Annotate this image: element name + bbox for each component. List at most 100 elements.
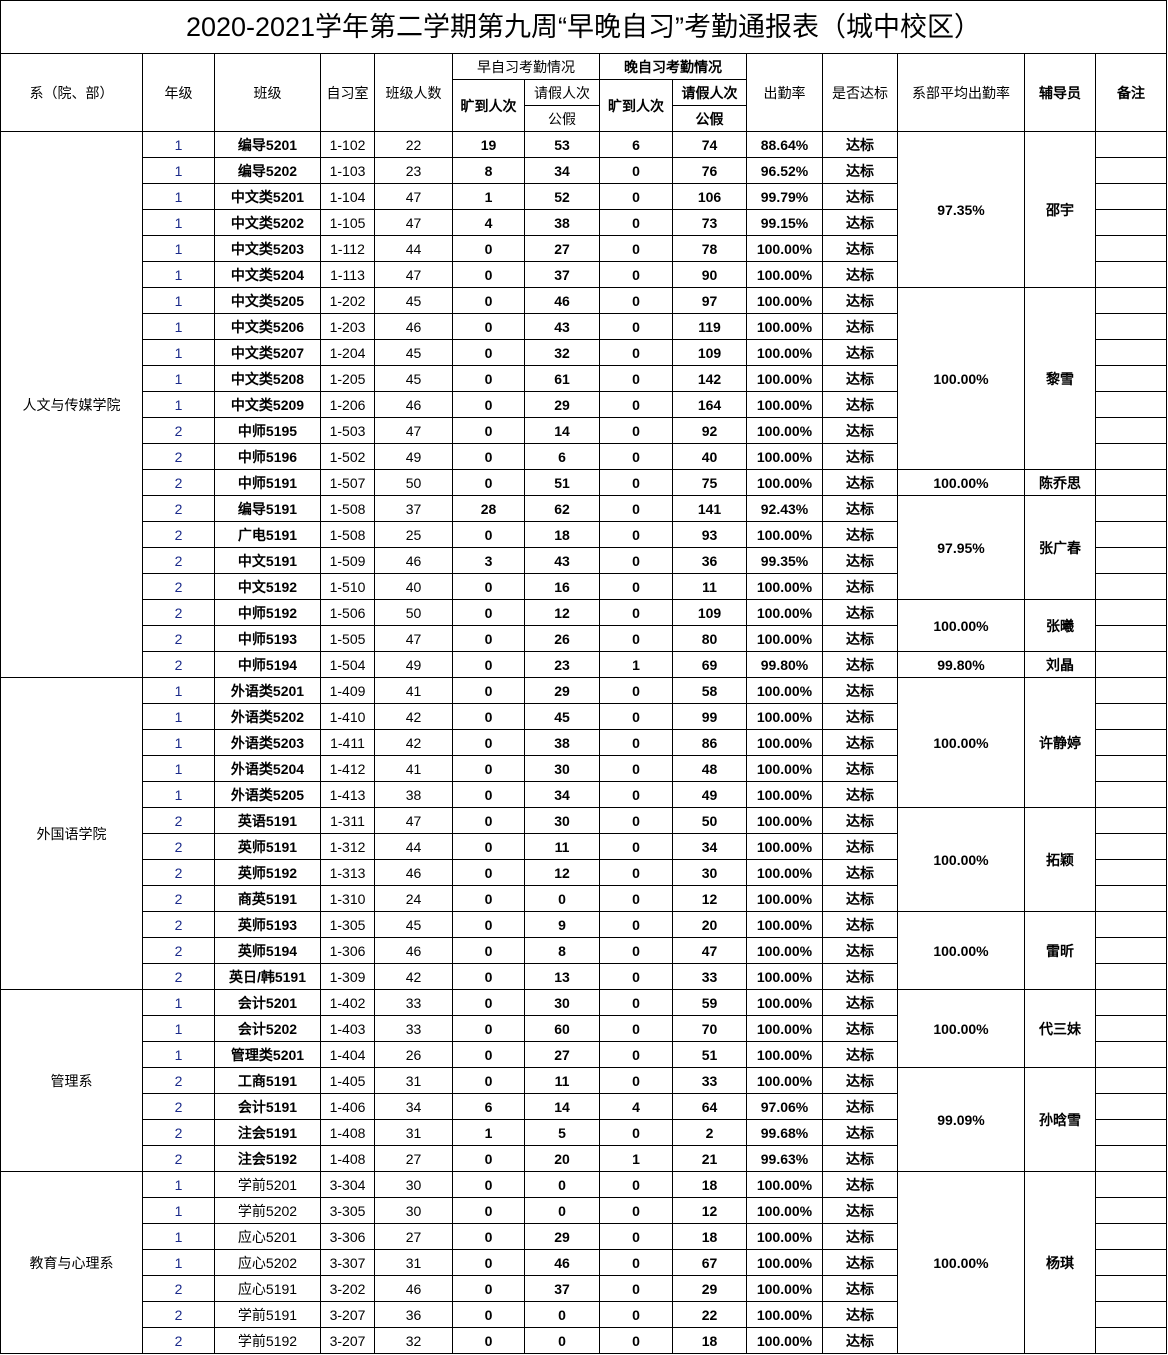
room-cell: 1-510 xyxy=(320,573,375,600)
attendance-rate-cell: 100.00% xyxy=(746,287,823,314)
class-cell: 中师5196 xyxy=(214,443,321,470)
late-absent-cell: 0 xyxy=(599,1171,673,1198)
class-cell: 英师5191 xyxy=(214,833,321,860)
late-leave-cell: 69 xyxy=(672,651,747,678)
late-absent-cell: 0 xyxy=(599,391,673,418)
table-row: 2 注会5192 1-408 27 0 20 1 21 99.63% 达标 xyxy=(1,1145,1167,1172)
remark-cell xyxy=(1095,209,1167,236)
class-cell: 学前5192 xyxy=(214,1327,321,1354)
dept-average-cell: 100.00% xyxy=(897,677,1025,808)
room-cell: 1-104 xyxy=(320,183,375,210)
remark-cell xyxy=(1095,1275,1167,1302)
grade-cell: 2 xyxy=(142,625,215,652)
late-leave-cell: 73 xyxy=(672,209,747,236)
early-leave-cell: 53 xyxy=(524,131,600,158)
early-leave-cell: 30 xyxy=(524,807,600,834)
early-absent-cell: 0 xyxy=(452,313,525,340)
class-cell: 外语类5202 xyxy=(214,703,321,730)
grade-cell: 1 xyxy=(142,209,215,236)
class-size-cell: 24 xyxy=(374,885,453,912)
late-absent-cell: 0 xyxy=(599,1275,673,1302)
class-cell: 应心5201 xyxy=(214,1223,321,1250)
remark-cell xyxy=(1095,1119,1167,1146)
class-size-cell: 45 xyxy=(374,365,453,392)
status-cell: 达标 xyxy=(822,573,898,600)
status-cell: 达标 xyxy=(822,1093,898,1120)
dept-average-cell: 97.95% xyxy=(897,495,1025,600)
attendance-rate-cell: 100.00% xyxy=(746,911,823,938)
remark-cell xyxy=(1095,495,1167,522)
attendance-rate-cell: 100.00% xyxy=(746,885,823,912)
late-absent-cell: 0 xyxy=(599,287,673,314)
status-cell: 达标 xyxy=(822,1015,898,1042)
attendance-rate-cell: 100.00% xyxy=(746,521,823,548)
attendance-rate-cell: 100.00% xyxy=(746,417,823,444)
early-absent-cell: 0 xyxy=(452,287,525,314)
early-absent-cell: 0 xyxy=(452,651,525,678)
late-absent-cell: 0 xyxy=(599,729,673,756)
room-cell: 1-506 xyxy=(320,599,375,626)
late-absent-cell: 0 xyxy=(599,573,673,600)
dept-average-cell: 100.00% xyxy=(897,911,1025,990)
class-cell: 外语类5201 xyxy=(214,677,321,704)
attendance-rate-cell: 99.15% xyxy=(746,209,823,236)
class-size-cell: 45 xyxy=(374,339,453,366)
grade-cell: 2 xyxy=(142,1067,215,1094)
room-cell: 1-409 xyxy=(320,677,375,704)
late-absent-cell: 0 xyxy=(599,1119,673,1146)
late-leave-cell: 11 xyxy=(672,573,747,600)
advisor-cell: 拓颖 xyxy=(1024,807,1096,912)
room-cell: 1-204 xyxy=(320,339,375,366)
late-absent-cell: 0 xyxy=(599,521,673,548)
grade-cell: 1 xyxy=(142,1041,215,1068)
grade-cell: 2 xyxy=(142,1275,215,1302)
late-leave-cell: 40 xyxy=(672,443,747,470)
status-cell: 达标 xyxy=(822,1119,898,1146)
late-leave-cell: 50 xyxy=(672,807,747,834)
late-absent-cell: 4 xyxy=(599,1093,673,1120)
remark-cell xyxy=(1095,1301,1167,1328)
class-size-cell: 45 xyxy=(374,911,453,938)
early-absent-cell: 0 xyxy=(452,677,525,704)
status-cell: 达标 xyxy=(822,1327,898,1354)
early-absent-cell: 6 xyxy=(452,1093,525,1120)
header-early: 早自习考勤情况 xyxy=(452,53,600,80)
attendance-rate-cell: 100.00% xyxy=(746,807,823,834)
early-leave-cell: 26 xyxy=(524,625,600,652)
remark-cell xyxy=(1095,1145,1167,1172)
remark-cell xyxy=(1095,781,1167,808)
late-leave-cell: 90 xyxy=(672,261,747,288)
room-cell: 1-504 xyxy=(320,651,375,678)
table-row: 1 中文类5203 1-112 44 0 27 0 78 100.00% 达标 xyxy=(1,235,1167,262)
remark-cell xyxy=(1095,235,1167,262)
table-row: 管理系 1 会计5201 1-402 33 0 30 0 59 100.00% 达标 100.00% 代… xyxy=(0,989,1167,1172)
grade-cell: 1 xyxy=(142,313,215,340)
early-absent-cell: 0 xyxy=(452,833,525,860)
class-size-cell: 31 xyxy=(374,1249,453,1276)
late-absent-cell: 0 xyxy=(599,339,673,366)
early-absent-cell: 0 xyxy=(452,989,525,1016)
attendance-rate-cell: 100.00% xyxy=(746,235,823,262)
status-cell: 达标 xyxy=(822,1067,898,1094)
early-leave-cell: 5 xyxy=(524,1119,600,1146)
grade-cell: 1 xyxy=(142,339,215,366)
late-leave-cell: 30 xyxy=(672,859,747,886)
late-leave-cell: 80 xyxy=(672,625,747,652)
class-size-cell: 22 xyxy=(374,131,453,158)
header-late-absent: 旷到人次 xyxy=(599,79,673,132)
class-size-cell: 46 xyxy=(374,391,453,418)
room-cell: 1-408 xyxy=(320,1119,375,1146)
late-absent-cell: 0 xyxy=(599,417,673,444)
remark-cell xyxy=(1095,1223,1167,1250)
late-absent-cell: 0 xyxy=(599,443,673,470)
early-leave-cell: 38 xyxy=(524,209,600,236)
early-leave-cell: 27 xyxy=(524,1041,600,1068)
late-leave-cell: 18 xyxy=(672,1223,747,1250)
late-leave-cell: 97 xyxy=(672,287,747,314)
table-row: 1 外语类5205 1-413 38 0 34 0 49 100.00% 达标 xyxy=(1,781,1167,808)
class-size-cell: 50 xyxy=(374,469,453,496)
class-size-cell: 41 xyxy=(374,677,453,704)
late-absent-cell: 0 xyxy=(599,235,673,262)
dept-average-cell: 100.00% xyxy=(897,287,1025,470)
late-leave-cell: 48 xyxy=(672,755,747,782)
